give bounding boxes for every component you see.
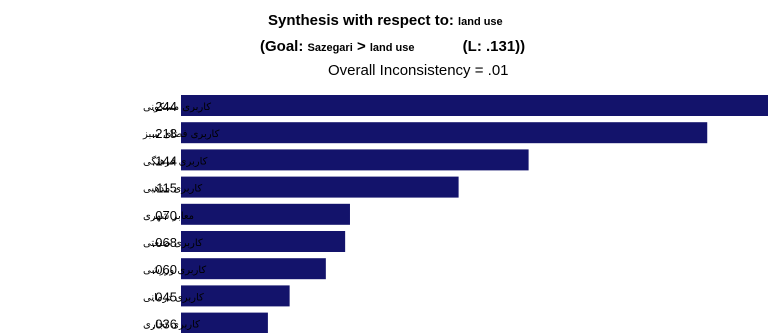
goal-arrow: >: [356, 38, 366, 55]
value-label-5: .070: [152, 208, 177, 223]
bar-9: [181, 312, 268, 333]
value-label-7: .060: [152, 262, 177, 277]
bar-4: [181, 176, 459, 198]
value-label-9: .036: [152, 317, 177, 332]
overall-inconsistency: Overall Inconsistency = .01: [328, 62, 509, 79]
category-label-8: کاربری درمانی: [143, 292, 204, 303]
goal-name: Sazegari: [307, 42, 353, 54]
category-label-6: کاربری صنعتی: [143, 238, 203, 249]
value-label-2: .218: [152, 126, 177, 141]
value-label-6: .068: [152, 235, 177, 250]
category-label-1: کاربری مسکونی: [143, 102, 211, 113]
local-weight: (L: .131)): [462, 38, 526, 55]
synthesis-node: land use: [458, 16, 503, 28]
bar-8: [181, 285, 290, 307]
synthesis-title: Synthesis with respect to: land use: [268, 12, 503, 29]
chart-header: Synthesis with respect to: land use (Goa…: [0, 0, 770, 100]
bar-1: [181, 95, 768, 116]
bar-5: [181, 203, 350, 225]
goal-prefix: (Goal:: [260, 38, 304, 55]
category-label-9: کاربری تجاری: [143, 320, 200, 331]
category-label-2: کاربری فضای سبز: [142, 129, 220, 140]
category-label-3: کاربری فرهنگی: [143, 155, 208, 167]
value-label-1: .244: [152, 99, 177, 114]
value-label-3: .144: [152, 153, 177, 168]
category-label-4: کاربری مذهبی: [143, 184, 202, 195]
synthesis-prefix: Synthesis with respect to:: [268, 12, 454, 29]
value-label-8: .045: [152, 289, 177, 304]
bar-3: [181, 149, 529, 171]
goal-line: (Goal: Sazegari > land use (L: .131)): [260, 38, 525, 55]
bar-2: [181, 122, 708, 144]
category-label-7: کاربری ورزشی: [143, 265, 206, 276]
bar-7: [181, 258, 326, 280]
goal-node: land use: [369, 42, 415, 54]
bar-6: [181, 231, 346, 252]
category-label-5: معابر شهری: [143, 211, 194, 222]
value-label-4: .115: [153, 181, 177, 196]
